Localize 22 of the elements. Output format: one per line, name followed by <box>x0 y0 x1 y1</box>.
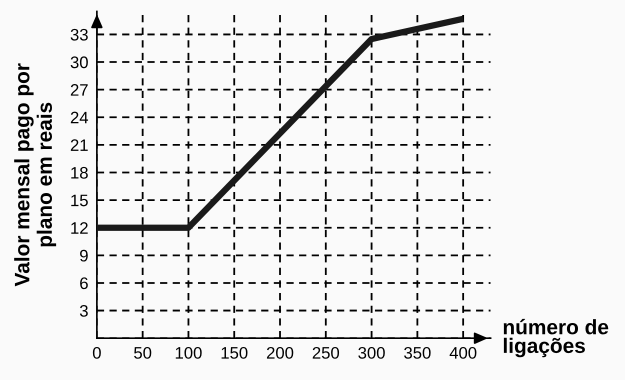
x-tick-label: 300 <box>358 346 385 359</box>
x-axis-title: número de ligações <box>504 318 608 358</box>
y-tick-label: 24 <box>70 112 88 124</box>
y-tick-label: 15 <box>71 194 88 206</box>
x-tick-label: 100 <box>176 346 202 359</box>
y-tick-label: 33 <box>70 28 88 41</box>
x-tick-label: 50 <box>134 346 152 359</box>
y-tick-label: 27 <box>70 84 88 96</box>
x-tick-label: 400 <box>450 346 476 359</box>
y-tick-label: 3 <box>80 304 88 317</box>
y-tick-label: 21 <box>70 139 88 151</box>
y-tick-label: 9 <box>80 250 88 262</box>
y-tick-label: 18 <box>71 166 88 179</box>
y-tick-label: 12 <box>71 222 88 234</box>
x-tick-label: 250 <box>312 346 340 359</box>
y-axis-title: Valor mensal pago por plano em reais <box>14 63 56 286</box>
x-tick-label: 200 <box>266 346 294 359</box>
x-tick-label: 0 <box>92 346 101 359</box>
x-tick-label: 350 <box>404 346 431 359</box>
x-tick-label: 150 <box>222 346 248 359</box>
y-tick-label: 6 <box>80 277 88 290</box>
y-tick-label: 30 <box>70 56 88 68</box>
